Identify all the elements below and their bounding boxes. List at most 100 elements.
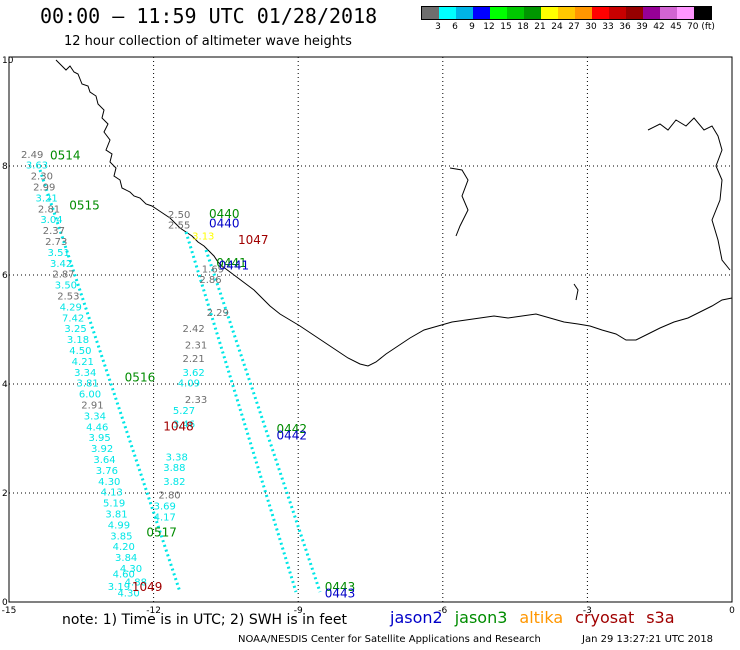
colorbar-labels: 3 6 9 12 15 18 21 24 27 30 33 36 39 42 45 70 (ft) <box>421 22 727 34</box>
wave-height-label: 4.21 <box>72 357 94 368</box>
pass-time-label: 0515 <box>69 199 100 213</box>
wave-height-label: 3.25 <box>64 324 86 335</box>
x-tick-label: -6 <box>438 606 447 616</box>
colorbar-swatch <box>575 7 592 19</box>
colorbar-label: 30 <box>585 22 597 32</box>
wave-height-label: 2.81 <box>38 204 60 215</box>
wave-height-label: 2.49 <box>21 150 43 161</box>
wave-height-label: 2.21 <box>183 354 205 365</box>
wave-height-label: 4.50 <box>69 346 91 357</box>
wave-height-label: 2.86 <box>199 275 221 286</box>
x-tick-label: -9 <box>294 606 303 616</box>
colorbar-label: 6 <box>452 22 458 32</box>
pass-time-label: 0442 <box>277 422 308 436</box>
legend-item-cryosat: cryosat <box>575 608 635 627</box>
colorbar-swatch <box>558 7 575 19</box>
pass-time-label: 1048 <box>163 419 194 433</box>
wave-height-label: 2.31 <box>185 341 207 352</box>
wave-height-label: 4.29 <box>60 302 82 313</box>
wave-height-label: 2.42 <box>183 324 205 335</box>
wave-height-label: 3.92 <box>91 444 113 455</box>
wave-height-label: 3.88 <box>163 463 185 474</box>
wave-height-label: 3.81 <box>105 510 127 521</box>
colorbar-swatch <box>524 7 541 19</box>
wave-height-label: 4.13 <box>101 488 123 499</box>
wave-height-colorbar <box>421 6 712 20</box>
wave-height-label: 3.76 <box>96 466 118 477</box>
pass-time-label: 0514 <box>50 148 81 162</box>
note-text: note: 1) Time is in UTC; 2) SWH is in fe… <box>62 612 348 628</box>
wave-height-label: 2.80 <box>158 490 180 501</box>
credit-text: NOAA/NESDIS Center for Satellite Applica… <box>238 634 541 645</box>
wave-height-label: 4.09 <box>178 379 200 390</box>
colorbar-swatch <box>609 7 626 19</box>
pass-time-label: 0440 <box>209 207 240 221</box>
wave-height-label: 3.34 <box>74 368 96 379</box>
colorbar-label: 33 <box>602 22 614 32</box>
colorbar-label: 39 <box>636 22 648 32</box>
wave-height-label: 3.38 <box>166 452 188 463</box>
legend-item-altika: altika <box>519 608 564 627</box>
wave-height-label: 2.30 <box>31 172 53 183</box>
wave-height-label: 4.46 <box>86 422 108 433</box>
latitude-ticks: 10 8 6 4 2 0 <box>2 56 14 608</box>
wave-height-label: 3.04 <box>40 215 62 226</box>
west-africa-coastline <box>55 59 733 367</box>
satellite-tracks <box>38 169 322 593</box>
pass-time-label: 1047 <box>238 233 269 247</box>
wave-height-label: 4.88 <box>125 578 147 589</box>
wave-height-label: 3.81 <box>76 379 98 390</box>
y-tick-label: 10 <box>2 56 14 66</box>
colorbar-swatch <box>456 7 473 19</box>
wave-height-label: 2.50 <box>168 210 190 221</box>
colorbar-swatch <box>473 7 490 19</box>
wave-height-label: 4.17 <box>154 512 176 523</box>
x-tick-label: 0 <box>729 606 735 616</box>
colorbar-swatch <box>592 7 609 19</box>
colorbar-swatch <box>439 7 456 19</box>
wave-height-label: 4.20 <box>113 542 135 553</box>
wave-height-label: 4.30 <box>120 564 142 575</box>
pass-time-label: 0443 <box>325 587 356 601</box>
pass-time-label: 1049 <box>132 580 163 594</box>
colorbar-label: 3 <box>435 22 441 32</box>
wave-height-label: 3.64 <box>93 455 115 466</box>
x-tick-label: -12 <box>146 606 161 616</box>
pass-time-label: 0442 <box>277 429 308 443</box>
wave-height-label: 3.42 <box>50 259 72 270</box>
legend-item-s3a: s3a <box>646 608 675 627</box>
wave-height-label: 3.82 <box>163 477 185 488</box>
wave-height-label: 6.00 <box>79 390 101 401</box>
wave-height-label: 3.85 <box>110 531 132 542</box>
wave-height-label: 5.19 <box>103 499 125 510</box>
pass-time-label: 0443 <box>325 580 356 594</box>
wave-height-label: 3.46 <box>173 420 195 431</box>
wave-height-label: 3.63 <box>26 161 48 172</box>
colorbar-label: 24 <box>551 22 563 32</box>
wave-height-label: 2.29 <box>207 308 229 319</box>
wave-height-label: 2.53 <box>57 292 79 303</box>
colorbar-swatch <box>660 7 677 19</box>
wave-height-label: 2.99 <box>33 183 55 194</box>
wave-height-label: 3.84 <box>115 553 137 564</box>
wave-height-label: 4.30 <box>98 477 120 488</box>
wave-height-label: 2.87 <box>52 270 74 281</box>
colorbar-swatch <box>694 7 711 19</box>
wave-height-label: 7.42 <box>62 313 84 324</box>
pass-time-label: 0440 <box>209 217 240 231</box>
colorbar-label: 27 <box>568 22 580 32</box>
y-tick-label: 2 <box>2 489 8 499</box>
wave-height-label: 2.55 <box>168 221 190 232</box>
coastline-inlet-2 <box>647 117 731 271</box>
colorbar-label: 45 <box>670 22 682 32</box>
lat-lon-grid <box>9 57 732 602</box>
pass-time-label: 0517 <box>146 526 177 540</box>
wave-height-label: 3.13 <box>192 232 214 243</box>
wave-height-label: 3.95 <box>89 433 111 444</box>
longitude-ticks: -15 -12 -9 -6 -3 0 <box>2 606 735 616</box>
x-tick-label: -3 <box>583 606 592 616</box>
colorbar-label: 42 <box>653 22 665 32</box>
wave-height-label: 2.37 <box>43 226 65 237</box>
wave-height-label: 3.51 <box>48 248 70 259</box>
colorbar-label: 15 <box>500 22 512 32</box>
